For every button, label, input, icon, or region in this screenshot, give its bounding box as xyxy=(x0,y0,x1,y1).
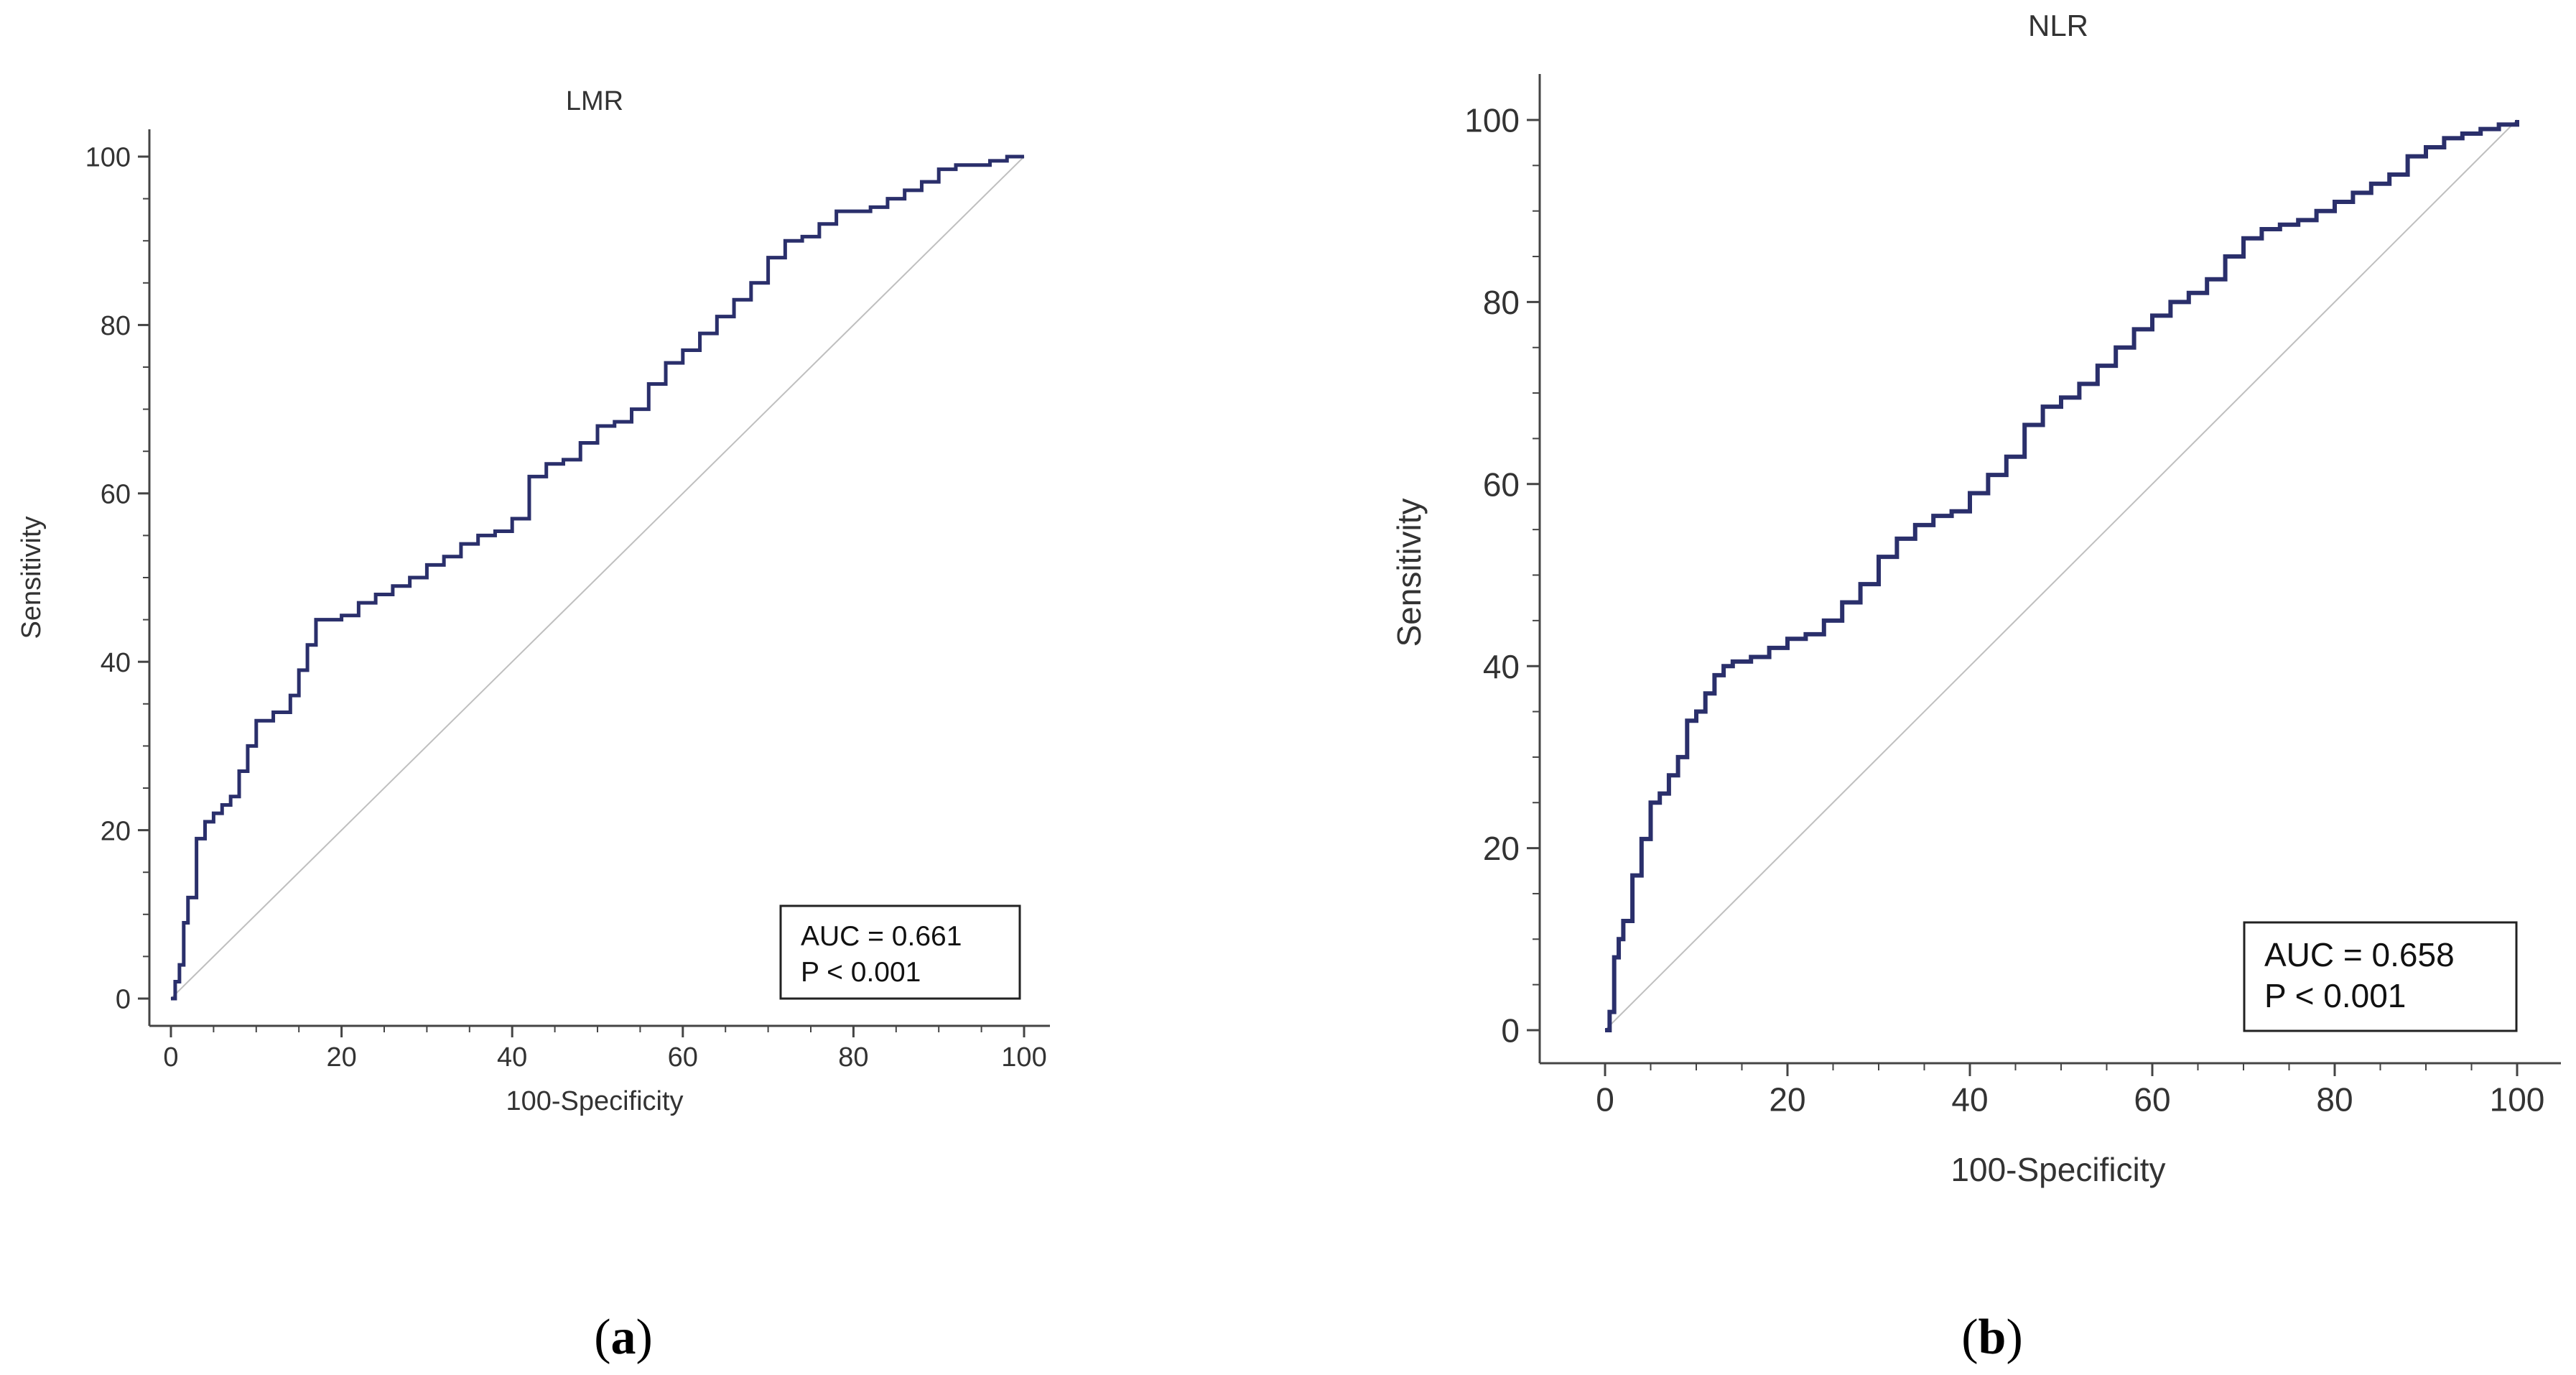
chart-panel-lmr: LMR 0 20 40 60 80 100 0 20 40 60 80 100 100-Specifi… xyxy=(17,86,1050,1365)
chart-title: LMR xyxy=(566,86,623,116)
auc-label: AUC = 0.658 xyxy=(2264,936,2455,973)
y-tick-label: 0 xyxy=(1501,1012,1520,1050)
x-tick-label: 40 xyxy=(497,1042,527,1073)
chart-title: NLR xyxy=(2028,9,2088,42)
stats-legend-box xyxy=(779,904,1021,1000)
panel-caption: (a) xyxy=(594,1310,653,1365)
y-tick-label: 20 xyxy=(101,816,131,846)
x-tick-label: 40 xyxy=(1951,1080,1988,1118)
x-tick-label: 60 xyxy=(668,1042,698,1073)
x-tick-label: 80 xyxy=(2316,1080,2353,1118)
series-layer xyxy=(1605,120,2519,1032)
x-tick-label: 20 xyxy=(326,1042,356,1073)
y-tick-label: 40 xyxy=(101,648,131,678)
x-tick-label: 20 xyxy=(1769,1080,1805,1118)
y-tick-label: 20 xyxy=(1483,830,1520,867)
x-tick-label: 100 xyxy=(2490,1080,2545,1118)
auc-label: AUC = 0.661 xyxy=(801,921,962,952)
y-tick-label: 100 xyxy=(1464,102,1520,139)
y-tick-label: 0 xyxy=(116,985,131,1015)
roc-curve-line xyxy=(1605,120,2519,1032)
reference-diagonal-line xyxy=(170,156,1025,999)
tick-layer: 0 20 40 60 80 100 0 20 40 60 80 100 xyxy=(1464,102,2544,1119)
x-tick-label: 0 xyxy=(1596,1080,1614,1118)
p-value-label: P < 0.001 xyxy=(2264,977,2406,1014)
reference-layer xyxy=(1604,119,2518,1031)
x-axis-label: 100-Specificity xyxy=(1950,1151,2165,1188)
panel-caption-letter: b xyxy=(1979,1310,2007,1365)
reference-diagonal-line xyxy=(1604,119,2518,1031)
reference-layer xyxy=(170,156,1025,999)
x-tick-label: 100 xyxy=(1001,1042,1046,1073)
x-tick-label: 0 xyxy=(163,1042,178,1073)
stats-legend-box xyxy=(2243,921,2518,1032)
y-tick-label: 60 xyxy=(101,479,131,509)
y-tick-label: 80 xyxy=(1483,284,1520,321)
x-axis-label: 100-Specificity xyxy=(506,1086,683,1116)
y-tick-label: 100 xyxy=(85,143,131,173)
y-tick-label: 60 xyxy=(1483,466,1520,503)
x-tick-label: 60 xyxy=(2134,1080,2170,1118)
series-layer xyxy=(171,154,1024,1001)
y-axis-label: Sensitivity xyxy=(1390,498,1428,647)
p-value-label: P < 0.001 xyxy=(801,957,921,988)
panel-caption-letter: a xyxy=(611,1310,636,1365)
panel-caption: (b) xyxy=(1961,1310,2023,1365)
chart-panel-nlr: NLR 0 20 40 60 80 100 0 20 40 60 80 100 100-Specifi… xyxy=(1390,9,2561,1365)
roc-curve-line xyxy=(171,154,1024,1001)
y-tick-label: 40 xyxy=(1483,648,1520,685)
x-tick-label: 80 xyxy=(838,1042,868,1073)
y-axis-label: Sensitivity xyxy=(17,516,47,639)
y-tick-label: 80 xyxy=(101,311,131,341)
